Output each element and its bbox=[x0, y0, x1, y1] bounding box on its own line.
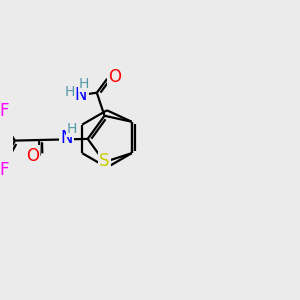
Text: O: O bbox=[108, 68, 121, 86]
Text: O: O bbox=[26, 147, 39, 165]
Text: S: S bbox=[99, 152, 110, 169]
Text: F: F bbox=[0, 161, 9, 179]
Text: F: F bbox=[0, 102, 8, 120]
Text: H: H bbox=[65, 85, 75, 99]
Text: N: N bbox=[60, 129, 73, 147]
Text: N: N bbox=[75, 86, 87, 104]
Text: H: H bbox=[67, 122, 77, 136]
Text: H: H bbox=[79, 77, 89, 91]
